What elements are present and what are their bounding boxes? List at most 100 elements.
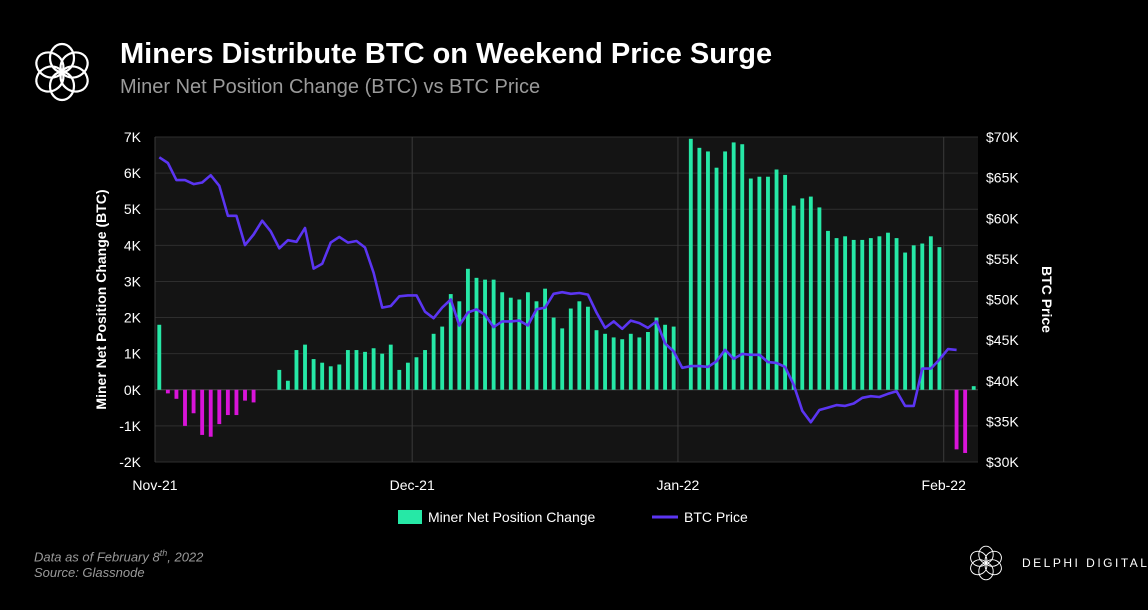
- bar: [440, 326, 445, 390]
- bar: [208, 389, 213, 437]
- bar: [611, 337, 616, 390]
- x-tick-label: Nov-21: [132, 477, 177, 493]
- bar: [800, 198, 805, 390]
- bar: [886, 232, 890, 390]
- bar: [928, 236, 933, 390]
- bar: [877, 236, 882, 390]
- bar: [328, 366, 333, 390]
- bar: [577, 301, 582, 390]
- bar: [457, 301, 462, 390]
- y-tick-label: 5K: [124, 201, 142, 217]
- y-tick-label: 6K: [124, 165, 142, 181]
- bar: [637, 337, 642, 390]
- bar: [311, 359, 316, 390]
- bar: [646, 332, 650, 390]
- y-tick-label: -2K: [119, 454, 141, 470]
- source-note: Source: Glassnode: [34, 565, 145, 581]
- bar: [217, 389, 222, 425]
- x-tick-label: Jan-22: [657, 477, 700, 493]
- bar: [508, 297, 513, 390]
- bar: [766, 176, 770, 390]
- x-tick-label: Dec-21: [390, 477, 435, 493]
- y2-tick-label: $30K: [986, 454, 1019, 470]
- bar: [834, 238, 839, 390]
- page-subtitle: Miner Net Position Change (BTC) vs BTC P…: [120, 76, 541, 98]
- bar: [320, 362, 325, 390]
- y2-tick-label: $45K: [986, 332, 1019, 348]
- bar: [294, 350, 299, 390]
- legend-swatch-bars: [398, 510, 422, 524]
- bar: [954, 389, 959, 450]
- bar: [894, 238, 899, 390]
- bar: [474, 277, 479, 390]
- bar: [783, 174, 788, 390]
- bar: [483, 279, 487, 390]
- bar: [551, 317, 556, 390]
- bar: [740, 144, 745, 390]
- bar: [586, 306, 590, 390]
- bar: [654, 317, 659, 390]
- bar: [243, 389, 247, 401]
- delphi-brand-icon: [970, 545, 1002, 581]
- bar: [354, 350, 359, 390]
- y-tick-label: 3K: [124, 273, 142, 289]
- bar: [423, 350, 427, 390]
- bar: [688, 138, 693, 390]
- bar: [371, 348, 376, 390]
- bar: [200, 389, 205, 435]
- bar: [397, 369, 402, 390]
- bar: [191, 389, 196, 414]
- bar: [671, 326, 676, 390]
- bar: [183, 389, 187, 426]
- bar: [920, 243, 925, 390]
- bar: [860, 239, 865, 390]
- bar: [251, 389, 256, 403]
- bar: [225, 389, 230, 416]
- y2-tick-label: $40K: [986, 373, 1019, 389]
- bar: [808, 196, 813, 390]
- bar: [388, 344, 393, 390]
- bar: [851, 239, 856, 390]
- bar: [868, 238, 873, 390]
- bar: [628, 333, 633, 390]
- bar: [663, 324, 668, 390]
- bar: [303, 344, 307, 390]
- bar: [277, 369, 282, 390]
- bar: [731, 142, 736, 390]
- bar: [448, 294, 453, 390]
- bar: [843, 236, 848, 390]
- bar: [911, 245, 916, 390]
- y-tick-label: -1K: [119, 418, 141, 434]
- bar: [500, 292, 505, 390]
- y-tick-label: 1K: [124, 346, 142, 362]
- bar: [543, 288, 547, 390]
- brand-name: DELPHI DIGITAL: [1022, 556, 1148, 570]
- bar: [534, 301, 539, 390]
- y-tick-label: 2K: [124, 310, 142, 326]
- bar: [963, 389, 968, 453]
- bar: [903, 252, 908, 390]
- bar: [706, 151, 710, 390]
- bar: [525, 292, 530, 390]
- bar: [165, 389, 170, 394]
- bar: [937, 247, 942, 390]
- bar: [465, 268, 470, 390]
- bar: [791, 205, 796, 390]
- bar: [774, 169, 779, 390]
- data-as-of-note: Data as of February 8th, 2022: [34, 548, 204, 565]
- bar: [748, 178, 753, 390]
- legend-label-bars: Miner Net Position Change: [428, 509, 596, 525]
- bar: [491, 279, 496, 390]
- bar: [285, 380, 290, 390]
- footnote: Data as of February 8th, 2022 Source: Gl…: [34, 545, 203, 581]
- bar: [757, 176, 762, 390]
- y2-tick-label: $60K: [986, 210, 1019, 226]
- bar: [405, 362, 410, 390]
- y2-tick-label: $65K: [986, 170, 1019, 186]
- legend-label-line: BTC Price: [684, 509, 748, 525]
- bar: [345, 350, 350, 390]
- bar: [568, 308, 573, 390]
- page-title: Miners Distribute BTC on Weekend Price S…: [120, 38, 773, 70]
- y2-tick-label: $35K: [986, 413, 1019, 429]
